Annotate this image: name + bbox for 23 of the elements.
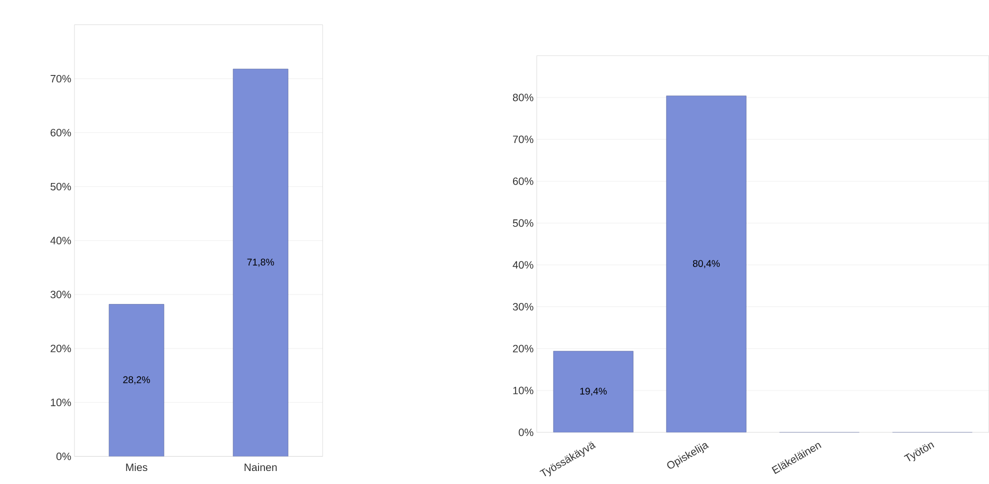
x-tick-label: Mies: [126, 463, 148, 472]
data-label: 71,8%: [247, 258, 274, 267]
y-tick-label: 70%: [50, 75, 71, 83]
y-tick-label: 70%: [513, 136, 534, 144]
y-tick-label: 20%: [50, 344, 71, 352]
data-label: 19,4%: [580, 388, 607, 396]
y-tick-label: 30%: [50, 290, 71, 298]
y-tick-label: 10%: [50, 398, 71, 406]
y-tick-label: 80%: [512, 94, 534, 102]
y-tick-label: 60%: [50, 129, 71, 137]
x-tick-label: Nainen: [244, 463, 277, 472]
y-tick-label: 50%: [50, 183, 71, 191]
y-tick-label: 0%: [56, 452, 71, 460]
y-tick-label: 40%: [50, 237, 71, 245]
data-label: 28,2%: [123, 376, 150, 385]
data-label: 80,4%: [692, 260, 720, 268]
y-tick-label: 50%: [512, 220, 534, 228]
y-tick-label: 20%: [512, 345, 534, 353]
y-tick-label: 30%: [512, 303, 534, 311]
y-tick-label: 10%: [513, 386, 534, 394]
y-tick-label: 40%: [512, 261, 534, 269]
y-tick-label: 60%: [513, 178, 534, 186]
y-tick-label: 0%: [518, 428, 534, 436]
